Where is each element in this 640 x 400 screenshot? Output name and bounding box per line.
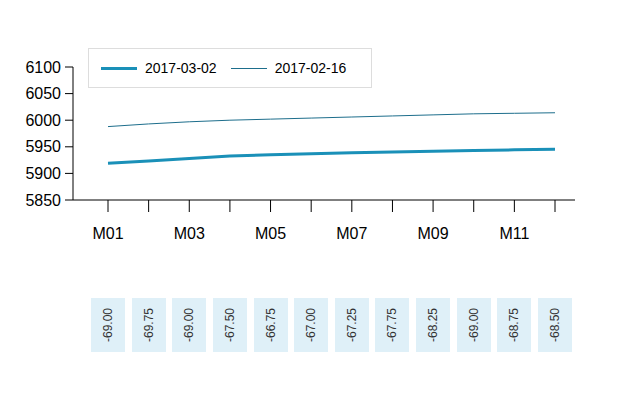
html-text:-66.75: -66.75 bbox=[263, 308, 278, 342]
html-text:2017-03-02: 2017-03-02 bbox=[145, 60, 217, 76]
svg-text:5850: 5850 bbox=[25, 192, 61, 209]
svg-text:6050: 6050 bbox=[25, 85, 61, 102]
svg-text:M05: M05 bbox=[255, 225, 286, 242]
html-text:-68.50: -68.50 bbox=[548, 308, 562, 342]
svg-text:M07: M07 bbox=[336, 225, 367, 242]
html-text:-68.75: -68.75 bbox=[507, 308, 522, 342]
svg-text:6100: 6100 bbox=[25, 59, 61, 76]
svg-text:M09: M09 bbox=[418, 225, 449, 242]
svg-text:M01: M01 bbox=[92, 225, 123, 242]
html-text:2017-02-16: 2017-02-16 bbox=[274, 60, 347, 76]
html-text:-69.00: -69.00 bbox=[182, 308, 197, 342]
svg-text:6000: 6000 bbox=[25, 112, 61, 129]
html-text:-69.00: -69.00 bbox=[466, 308, 481, 342]
html-text:-68.25: -68.25 bbox=[426, 308, 441, 342]
html-text:-67.75: -67.75 bbox=[385, 308, 400, 342]
svg-text:M11: M11 bbox=[499, 225, 529, 242]
svg-text:5950: 5950 bbox=[25, 138, 61, 155]
svg-text:M03: M03 bbox=[174, 225, 205, 242]
html-text:-67.00: -67.00 bbox=[304, 308, 319, 342]
html-text:-69.00: -69.00 bbox=[101, 308, 115, 342]
html-text:-69.75: -69.75 bbox=[141, 308, 156, 342]
html-text:-67.50: -67.50 bbox=[222, 308, 237, 342]
html-text:-67.25: -67.25 bbox=[344, 308, 359, 342]
svg-text:5900: 5900 bbox=[25, 165, 61, 182]
